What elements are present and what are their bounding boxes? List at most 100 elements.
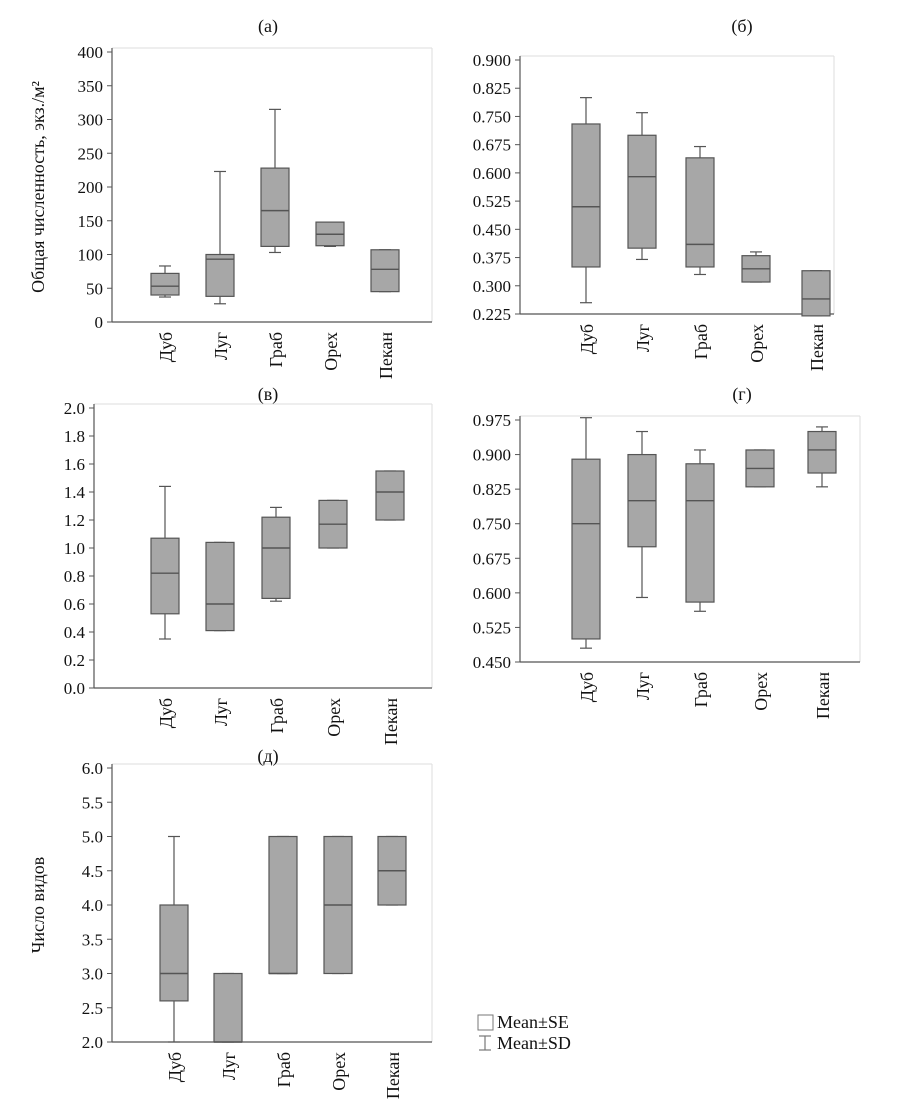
y-tick-label: 0.825 [473, 480, 511, 499]
category-label: Луг [633, 324, 653, 352]
y-tick-label: 0.900 [473, 51, 511, 70]
box-group-5 [370, 249, 400, 293]
category-label: Дуб [577, 672, 597, 702]
category-label: Граб [267, 698, 287, 733]
y-tick-label: 3.5 [82, 930, 103, 949]
y-tick-label: 0.825 [473, 79, 511, 98]
box-group-4 [741, 251, 771, 283]
box-group-1 [150, 265, 180, 298]
box-group-3 [685, 145, 715, 276]
y-tick-label: 1.8 [64, 427, 85, 446]
y-axis-label: Число видов [28, 857, 48, 954]
y-tick-label: 300 [78, 111, 104, 130]
y-tick-label: 0.900 [473, 446, 511, 465]
category-label: Дуб [156, 332, 176, 362]
box-group-4 [745, 449, 775, 488]
se-box [685, 463, 715, 603]
y-tick-label: 4.0 [82, 896, 103, 915]
y-tick-label: 1.6 [64, 455, 85, 474]
chart-g: (г) 0.450 0.525 0.600 0.675 0.750 0.825 0.900 0.… [473, 384, 861, 719]
legend-se-swatch [477, 1014, 494, 1031]
category-label: Граб [274, 1052, 294, 1087]
chart-title: (в) [258, 384, 279, 405]
box-group-5 [801, 270, 831, 317]
y-tick-label: 0.750 [473, 107, 511, 126]
chart-d: (д) 2.0 2.5 3.0 3.5 4.0 4.5 5.0 5.5 6.0 Число видо… [28, 746, 433, 1099]
y-tick-label: 0.675 [473, 549, 511, 568]
se-box [571, 123, 601, 268]
charts-group: (а) 0 50 100 150 200 250 300 350 400 Общая численн… [28, 16, 861, 1099]
se-box [205, 253, 235, 297]
se-box [370, 249, 400, 293]
box-group-5 [375, 470, 405, 521]
y-tick-label: 0.300 [473, 277, 511, 296]
y-tick-label: 0.600 [473, 164, 511, 183]
category-label: Луг [219, 1052, 239, 1080]
chart-title: (б) [731, 16, 752, 37]
y-tick-label: 0.450 [473, 220, 511, 239]
category-label: Луг [211, 332, 231, 360]
se-box [571, 458, 601, 640]
category-label: Пекан [381, 698, 401, 745]
y-tick-label: 6.0 [82, 759, 103, 778]
box-group-2 [205, 170, 235, 305]
box-group-3 [261, 506, 291, 602]
y-tick-label: 150 [78, 212, 104, 231]
category-label: Пекан [807, 324, 827, 371]
chart-b: (б) 0.225 0.300 0.375 0.450 0.525 0.600 0.675 0.… [473, 16, 835, 371]
se-box [213, 972, 243, 1043]
category-label: Орех [321, 332, 341, 371]
y-tick-label: 0.4 [64, 623, 86, 642]
category-label: Пекан [376, 332, 396, 379]
y-tick-label: 2.0 [82, 1033, 103, 1052]
se-box [685, 157, 715, 268]
category-label: Граб [266, 332, 286, 367]
y-tick-label: 200 [78, 178, 104, 197]
category-label: Граб [691, 324, 711, 359]
se-box [627, 134, 657, 249]
se-box [375, 470, 405, 521]
chart-v: (в) 0.0 0.2 0.4 0.6 0.8 1.0 1.2 1.4 1.6 1.8 2.0 Дуб Л… [64, 384, 433, 745]
se-box [150, 272, 180, 296]
legend-se-label: Mean±SE [497, 1012, 569, 1032]
box-group-1 [571, 97, 601, 304]
y-tick-label: 0.975 [473, 411, 511, 430]
category-label: Граб [691, 672, 711, 707]
y-tick-label: 0.375 [473, 249, 511, 268]
box-group-3 [268, 835, 298, 975]
box-group-5 [807, 426, 837, 488]
se-box [150, 537, 180, 615]
y-tick-label: 1.4 [64, 483, 86, 502]
y-tick-label: 0.525 [473, 192, 511, 211]
se-box [801, 270, 831, 317]
y-tick-label: 250 [78, 144, 104, 163]
chart-title: (д) [257, 746, 278, 767]
y-tick-label: 0.0 [64, 679, 85, 698]
category-label: Луг [633, 672, 653, 700]
y-tick-label: 1.2 [64, 511, 85, 530]
y-tick-label: 0.750 [473, 515, 511, 534]
category-label: Дуб [577, 324, 597, 354]
box-group-3 [685, 449, 715, 612]
y-tick-label: 0.8 [64, 567, 85, 586]
category-label: Орех [329, 1052, 349, 1091]
chart-a: (а) 0 50 100 150 200 250 300 350 400 Общая численн… [28, 16, 433, 379]
y-tick-label: 100 [78, 246, 104, 265]
box-group-1 [571, 417, 601, 649]
y-tick-label: 0.675 [473, 136, 511, 155]
se-box [205, 541, 235, 632]
se-box [807, 430, 837, 474]
box-group-4 [315, 221, 345, 247]
box-group-1 [150, 485, 180, 640]
box-group-1 [159, 835, 189, 1043]
se-box [268, 835, 298, 975]
y-tick-label: 350 [78, 77, 104, 96]
category-label: Орех [324, 698, 344, 737]
y-tick-label: 5.5 [82, 793, 103, 812]
y-tick-label: 0.525 [473, 618, 511, 637]
y-tick-label: 0.225 [473, 305, 511, 324]
category-label: Пекан [383, 1052, 403, 1099]
se-box [159, 904, 189, 1002]
category-label: Луг [211, 698, 231, 726]
